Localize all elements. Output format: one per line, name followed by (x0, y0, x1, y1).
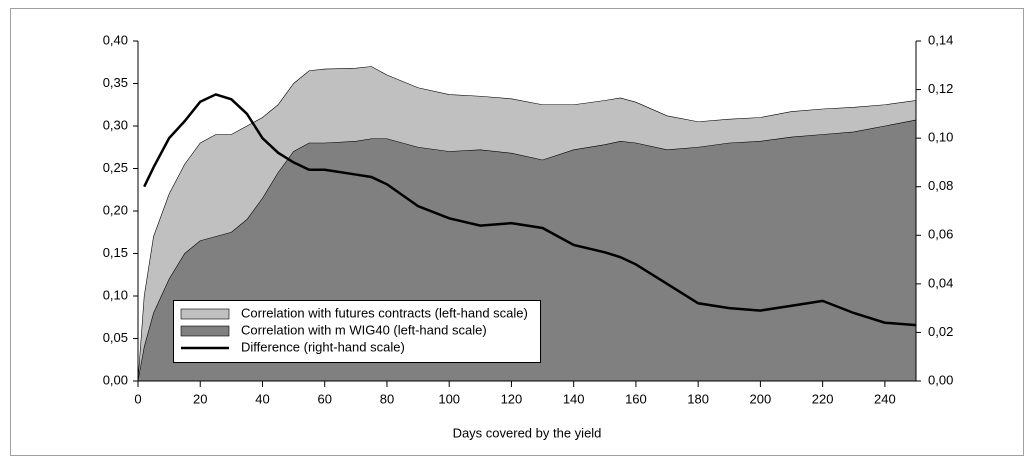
legend-label: Difference (right-hand scale) (241, 339, 405, 354)
y2-tick-label: 0,04 (928, 275, 953, 290)
y2-tick-label: 0,06 (928, 227, 953, 242)
x-axis-label: Days covered by the yield (453, 425, 602, 440)
y-tick-label: 0,25 (103, 160, 128, 175)
y-tick-label: 0,15 (103, 245, 128, 260)
difference-line (143, 93, 917, 327)
x-tick-label: 120 (501, 391, 523, 406)
x-tick-label: 40 (255, 391, 269, 406)
y-tick-label: 0,10 (103, 287, 128, 302)
x-tick-label: 200 (750, 391, 772, 406)
x-tick-label: 160 (625, 391, 647, 406)
y-tick-label: 0,20 (103, 202, 128, 217)
x-tick-label: 180 (687, 391, 709, 406)
x-tick-label: 0 (134, 391, 141, 406)
legend-label: Correlation with futures contracts (left… (241, 305, 528, 320)
x-tick-label: 140 (563, 391, 585, 406)
x-tick-label: 240 (874, 391, 896, 406)
x-tick-label: 80 (380, 391, 394, 406)
x-tick-label: 100 (438, 391, 460, 406)
y2-tick-label: 0,08 (928, 178, 953, 193)
legend-box (173, 300, 541, 363)
y2-tick-label: 0,14 (928, 32, 953, 47)
x-tick-label: 220 (812, 391, 834, 406)
y-tick-label: 0,05 (103, 330, 128, 345)
legend-swatch (180, 325, 230, 337)
y2-tick-label: 0,00 (928, 372, 953, 387)
legend-label: Correlation with m WIG40 (left-hand scal… (241, 322, 487, 337)
y-tick-label: 0,35 (103, 75, 128, 90)
y2-tick-label: 0,12 (928, 81, 953, 96)
x-tick-label: 60 (317, 391, 331, 406)
x-tick-label: 20 (193, 391, 207, 406)
y-tick-label: 0,30 (103, 117, 128, 132)
y-tick-label: 0,00 (103, 372, 128, 387)
y2-tick-label: 0,02 (928, 324, 953, 339)
y2-tick-label: 0,10 (928, 130, 953, 145)
y-tick-label: 0,40 (103, 32, 128, 47)
legend-swatch (180, 308, 230, 320)
